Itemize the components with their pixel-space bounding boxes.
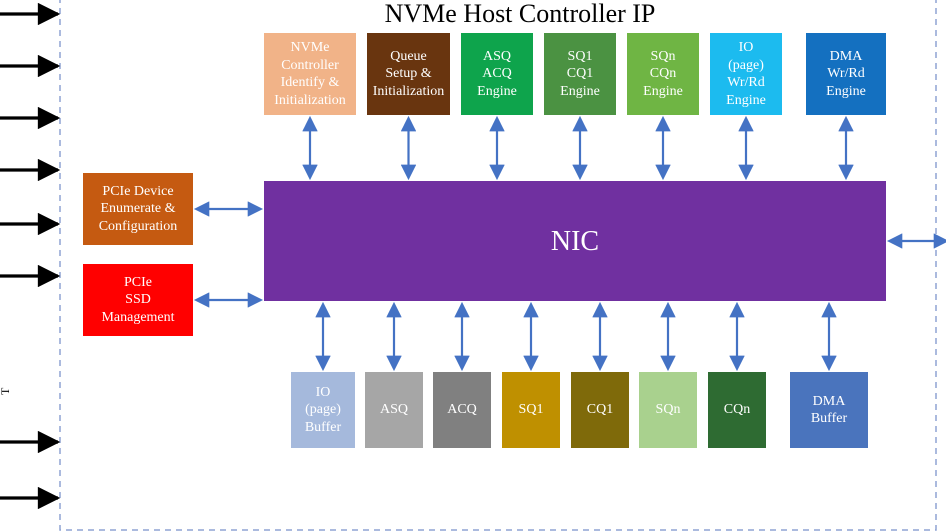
bottom-cq1-buf: CQ1	[571, 372, 629, 448]
bottom-sq1-buf: SQ1	[502, 372, 560, 448]
side-label-fragment: T	[0, 387, 12, 395]
nic-block: NIC	[264, 181, 886, 301]
bottom-cqn-buf: CQn	[708, 372, 766, 448]
top-sqn-cqn-engine: SQn CQn Engine	[627, 33, 699, 115]
bottom-io-page-buffer: IO (page) Buffer	[291, 372, 355, 448]
top-dma-wr-rd-engine: DMA Wr/Rd Engine	[806, 33, 886, 115]
bottom-asq-buf: ASQ	[365, 372, 423, 448]
top-sq1-cq1-engine: SQ1 CQ1 Engine	[544, 33, 616, 115]
bottom-acq-buf: ACQ	[433, 372, 491, 448]
bottom-sqn-buf: SQn	[639, 372, 697, 448]
top-nvme-controller-id: NVMe Controller Identify & Initializatio…	[264, 33, 356, 115]
page-title: NVMe Host Controller IP	[310, 0, 730, 34]
top-io-wr-rd-engine: IO (page) Wr/Rd Engine	[710, 33, 782, 115]
top-asq-acq-engine: ASQ ACQ Engine	[461, 33, 533, 115]
left-block-pcie-ssd: PCIe SSD Management	[83, 264, 193, 336]
left-block-pcie-enum: PCIe Device Enumerate & Configuration	[83, 173, 193, 245]
top-queue-setup: Queue Setup & Initialization	[367, 33, 450, 115]
bottom-dma-buffer: DMA Buffer	[790, 372, 868, 448]
